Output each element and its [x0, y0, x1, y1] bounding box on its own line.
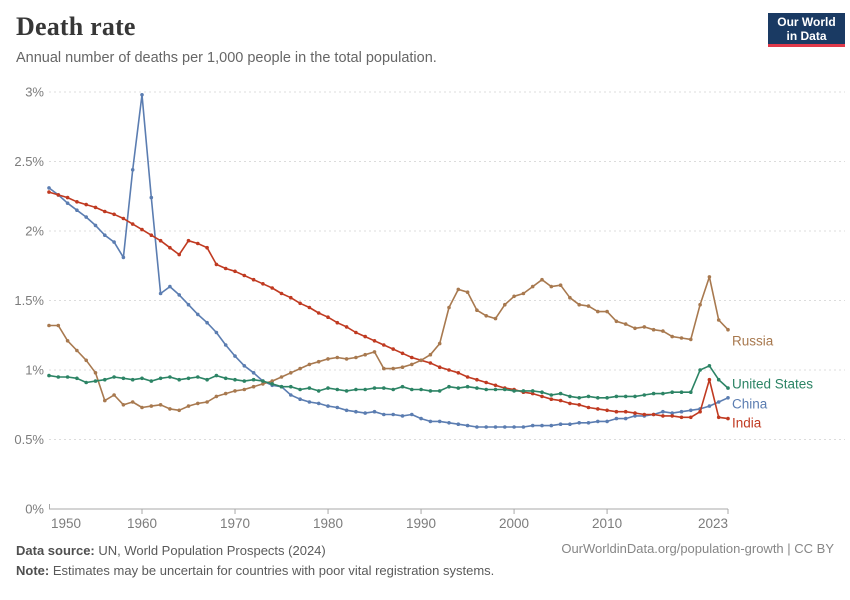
owid-logo-line2: in Data	[786, 28, 827, 43]
svg-text:China: China	[732, 397, 768, 412]
owid-logo[interactable]: Our World in Data	[768, 13, 845, 47]
svg-text:India: India	[732, 415, 762, 430]
data-source-text: UN, World Population Prospects (2024)	[94, 543, 326, 558]
plot-area[interactable]: 0% 0.5% 1% 1.5% 2% 2.5% 3% 1950 1960 1970 1980 1990…	[0, 80, 850, 540]
note-label: Note:	[16, 563, 50, 578]
svg-text:Russia: Russia	[732, 333, 774, 348]
svg-text:1950: 1950	[51, 516, 81, 531]
chart-subtitle: Annual number of deaths per 1,000 people…	[16, 50, 437, 66]
svg-text:1980: 1980	[313, 516, 343, 531]
svg-text:1.5%: 1.5%	[14, 293, 44, 308]
plot-svg[interactable]: 0% 0.5% 1% 1.5% 2% 2.5% 3% 1950 1960 1970 1980 1990…	[0, 80, 850, 540]
svg-text:United States: United States	[732, 376, 813, 391]
svg-text:2000: 2000	[499, 516, 529, 531]
data-source-label: Data source:	[16, 543, 95, 558]
svg-text:2023: 2023	[698, 516, 728, 531]
note-line: Note: Estimates may be uncertain for cou…	[16, 561, 494, 581]
svg-text:1960: 1960	[127, 516, 157, 531]
svg-text:2010: 2010	[592, 516, 622, 531]
footer-source-note: Data source: UN, World Population Prospe…	[16, 541, 494, 581]
owid-logo-line1: Our World	[777, 14, 836, 29]
data-source-line: Data source: UN, World Population Prospe…	[16, 541, 494, 561]
svg-text:0%: 0%	[25, 502, 44, 517]
page-title: Death rate	[16, 12, 136, 41]
note-text: Estimates may be uncertain for countries…	[49, 563, 495, 578]
credit-link[interactable]: OurWorldinData.org/population-growth | C…	[561, 541, 834, 556]
svg-text:1990: 1990	[406, 516, 436, 531]
svg-text:2%: 2%	[25, 224, 44, 239]
svg-text:2.5%: 2.5%	[14, 154, 44, 169]
svg-text:0.5%: 0.5%	[14, 432, 44, 447]
svg-text:1%: 1%	[25, 363, 44, 378]
svg-text:3%: 3%	[25, 85, 44, 100]
svg-text:1970: 1970	[220, 516, 250, 531]
